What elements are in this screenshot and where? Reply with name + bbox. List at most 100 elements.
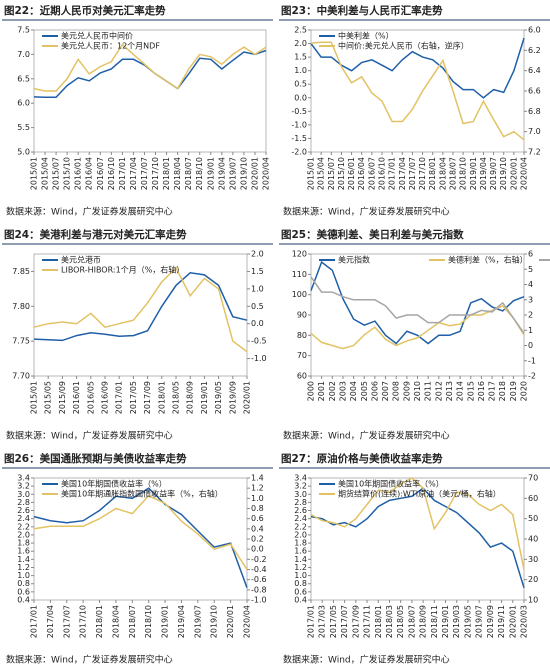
y-tick-label: 3.2 (294, 482, 307, 491)
y-tick-label: 0.8 (294, 579, 307, 588)
y-tick-label: 7.75 (12, 337, 30, 346)
x-tick-label: 2018/03 (385, 605, 394, 638)
y-tick-label: 60 (297, 372, 307, 381)
y-tick-label: 2.4 (17, 514, 30, 523)
y2-tick-label: 0.2 (251, 535, 264, 544)
y-tick-label: 5.0 (17, 148, 30, 157)
y-tick-label: 7.80 (12, 302, 30, 311)
chart-panel: 图27：原油价格与美债收益率走势 0.40.60.81.01.21.41.61.8… (279, 450, 550, 666)
y-tick-label: 2.4 (294, 514, 307, 523)
chart-title: 图22：近期人民币对美元汇率走势 (4, 4, 166, 17)
y2-tick-label: 0.5 (251, 302, 264, 311)
y2-tick-label: 6.8 (528, 107, 541, 116)
x-tick-label: 2015/07 (327, 157, 336, 190)
x-tick-label: 2020/01 (509, 157, 518, 190)
y-tick-label: 3.4 (17, 474, 30, 483)
chart-title: 图25：美德利差、美日利差与美元指数 (281, 228, 464, 241)
source-note: 数据来源：Wind，广发证券发展研究中心 (6, 206, 173, 218)
y2-tick-label: 50 (528, 514, 538, 523)
x-tick-label: 2019/10 (210, 605, 219, 638)
x-tick-label: 2002 (328, 381, 337, 401)
y-tick-label: 2.2 (294, 522, 307, 531)
y-tick-label: 7.85 (12, 267, 30, 276)
y-tick-label: 1.5 (294, 53, 307, 62)
legend-label: 美元指数 (338, 255, 370, 265)
title-bar (2, 450, 273, 467)
y2-tick-label: 0 (528, 341, 533, 350)
x-tick-label: 2019/04 (217, 157, 226, 190)
y2-tick-label: 1.2 (251, 484, 264, 493)
y2-tick-label: 2.0 (251, 250, 264, 259)
legend-label: 美国10年期国债收益率（%） (338, 479, 444, 489)
title-bar (2, 2, 273, 19)
y2-tick-label: 1.5 (251, 267, 264, 276)
y-tick-label: 0.6 (17, 587, 30, 596)
y-tick-label: 7.0 (17, 50, 30, 59)
x-tick-label: 2017/01 (118, 157, 127, 190)
y-tick-label: 90 (297, 311, 307, 320)
x-tick-label: 2017/09 (351, 605, 360, 638)
y-tick-label: 3.2 (17, 482, 30, 491)
y-tick-label: 1.8 (17, 539, 30, 548)
title-bar (279, 450, 550, 467)
y-tick-label: 100 (292, 290, 307, 299)
y-tick-label: 1.2 (294, 563, 307, 572)
y2-tick-label: 0.4 (251, 524, 264, 533)
x-tick-label: 2019/04 (479, 157, 488, 190)
x-tick-label: 2007 (381, 381, 390, 401)
y2-tick-label: 6 (528, 250, 533, 259)
y2-tick-label: -0.8 (251, 585, 267, 594)
x-tick-label: 2003 (338, 381, 347, 401)
y2-tick-label: 0.0 (251, 319, 264, 328)
series-line (310, 487, 525, 589)
x-tick-label: 2017/04 (46, 605, 55, 638)
x-tick-label: 2017/10 (151, 157, 160, 190)
y-tick-label: 120 (292, 250, 307, 259)
x-tick-label: 2019/09 (486, 605, 495, 638)
x-tick-label: 2015/10 (63, 157, 72, 190)
x-tick-label: 2018/07 (128, 605, 137, 638)
y-tick-label: 7.70 (12, 372, 30, 381)
x-tick-label: 2017/01 (307, 605, 316, 638)
plot-frame (33, 29, 267, 153)
y-tick-label: 0.6 (294, 587, 307, 596)
y-tick-label: 3.0 (17, 490, 30, 499)
series-line (310, 276, 525, 334)
title-bar (2, 226, 273, 243)
x-tick-label: 2020/01 (508, 605, 517, 638)
x-tick-label: 2016/07 (367, 157, 376, 190)
x-tick-label: 2019/01 (200, 381, 209, 414)
legend-label: 美元兑人民币：12个月NDF (61, 41, 160, 51)
y-tick-label: 6.5 (17, 74, 30, 83)
y-tick-label: 7.5 (17, 26, 30, 35)
x-tick-label: 2019/07 (228, 157, 237, 190)
legend-label: 期货结算价(连续):WTI原油（美元/桶，右轴） (338, 489, 501, 499)
x-tick-label: 2020 (520, 381, 529, 401)
x-tick-label: 2018/01 (162, 157, 171, 190)
x-tick-label: 2019/07 (193, 605, 202, 638)
x-tick-label: 2018/01 (157, 381, 166, 414)
x-tick-label: 2016/05 (86, 381, 95, 414)
y-tick-label: 3.0 (294, 490, 307, 499)
y-tick-label: 1.0 (294, 66, 307, 75)
x-tick-label: 2018/05 (172, 381, 181, 414)
x-tick-label: 2008 (392, 381, 401, 401)
x-tick-label: 2017/11 (363, 605, 372, 638)
x-tick-label: 2017/01 (115, 381, 124, 414)
y-tick-label: -2.0 (291, 148, 307, 157)
y-tick-label: 2.0 (294, 39, 307, 48)
x-tick-label: 2019/01 (161, 605, 170, 638)
y-tick-label: 0.4 (17, 596, 30, 605)
legend-label: 美元兑港币 (61, 255, 101, 265)
x-tick-label: 2017/04 (398, 157, 407, 190)
x-tick-label: 2018/01 (374, 605, 383, 638)
x-tick-label: 2017/07 (408, 157, 417, 190)
y2-tick-label: 6.0 (528, 26, 541, 35)
y-tick-label: 2.5 (294, 26, 307, 35)
plot-frame (33, 253, 248, 377)
y-tick-label: 1.4 (294, 555, 307, 564)
x-tick-label: 2018/05 (396, 605, 405, 638)
y2-tick-label: 60 (528, 494, 538, 503)
x-tick-label: 2018/09 (419, 605, 428, 638)
x-tick-label: 2004 (349, 381, 358, 401)
